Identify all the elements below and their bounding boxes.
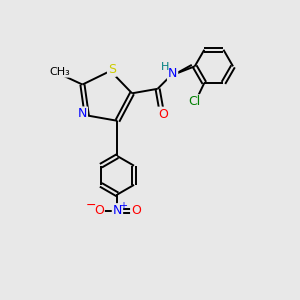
- Text: +: +: [119, 201, 127, 211]
- Text: N: N: [113, 204, 122, 217]
- Text: H: H: [161, 62, 170, 72]
- Text: N: N: [78, 107, 87, 120]
- Text: O: O: [158, 108, 168, 121]
- Text: −: −: [86, 199, 96, 212]
- Text: S: S: [108, 63, 116, 76]
- Text: N: N: [168, 67, 177, 80]
- Text: O: O: [131, 204, 141, 217]
- Text: O: O: [94, 204, 104, 217]
- Text: Cl: Cl: [188, 95, 200, 108]
- Text: CH₃: CH₃: [49, 67, 70, 77]
